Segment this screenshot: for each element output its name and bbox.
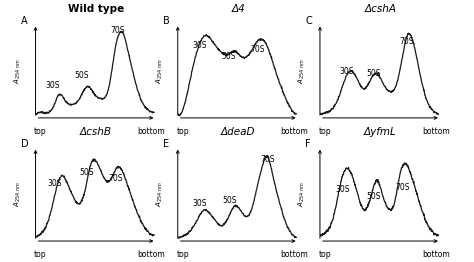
- Text: Δ4: Δ4: [231, 4, 245, 14]
- Text: Wild type: Wild type: [68, 4, 124, 14]
- Text: 70S: 70S: [260, 155, 274, 164]
- Text: 70S: 70S: [108, 173, 123, 183]
- Text: ΔcshA: ΔcshA: [365, 4, 396, 14]
- Text: $A_{254\ nm}$: $A_{254\ nm}$: [12, 58, 23, 84]
- Text: bottom: bottom: [422, 250, 450, 259]
- Text: C: C: [305, 16, 312, 26]
- Text: $A_{254\ nm}$: $A_{254\ nm}$: [297, 58, 307, 84]
- Text: D: D: [21, 139, 28, 149]
- Text: $A_{254\ nm}$: $A_{254\ nm}$: [297, 181, 307, 207]
- Text: 30S: 30S: [192, 41, 207, 50]
- Text: 70S: 70S: [400, 37, 414, 46]
- Text: 50S: 50S: [222, 196, 237, 205]
- Text: 30S: 30S: [45, 81, 60, 90]
- Text: top: top: [176, 250, 189, 259]
- Text: bottom: bottom: [280, 250, 308, 259]
- Text: ΔcshB: ΔcshB: [80, 127, 112, 137]
- Text: 70S: 70S: [250, 45, 265, 54]
- Text: 50S: 50S: [79, 168, 93, 177]
- Text: top: top: [319, 250, 331, 259]
- Text: 50S: 50S: [74, 71, 89, 80]
- Text: A: A: [21, 16, 27, 26]
- Text: bottom: bottom: [422, 127, 450, 136]
- Text: $A_{254\ nm}$: $A_{254\ nm}$: [155, 58, 165, 84]
- Text: top: top: [319, 127, 331, 136]
- Text: 70S: 70S: [110, 26, 125, 35]
- Text: F: F: [305, 139, 311, 149]
- Text: bottom: bottom: [138, 250, 165, 259]
- Text: 50S: 50S: [366, 192, 380, 201]
- Text: $A_{254\ nm}$: $A_{254\ nm}$: [155, 181, 165, 207]
- Text: ΔyfmL: ΔyfmL: [364, 127, 397, 137]
- Text: 50S: 50S: [221, 52, 236, 61]
- Text: 30S: 30S: [336, 185, 350, 194]
- Text: 30S: 30S: [339, 67, 354, 77]
- Text: 70S: 70S: [395, 183, 410, 192]
- Text: bottom: bottom: [280, 127, 308, 136]
- Text: top: top: [176, 127, 189, 136]
- Text: top: top: [34, 127, 47, 136]
- Text: B: B: [163, 16, 170, 26]
- Text: E: E: [163, 139, 169, 149]
- Text: ΔdeaD: ΔdeaD: [221, 127, 255, 137]
- Text: 30S: 30S: [192, 199, 207, 208]
- Text: 50S: 50S: [366, 69, 380, 78]
- Text: bottom: bottom: [138, 127, 165, 136]
- Text: $A_{254\ nm}$: $A_{254\ nm}$: [12, 181, 23, 207]
- Text: top: top: [34, 250, 47, 259]
- Text: 30S: 30S: [47, 179, 62, 188]
